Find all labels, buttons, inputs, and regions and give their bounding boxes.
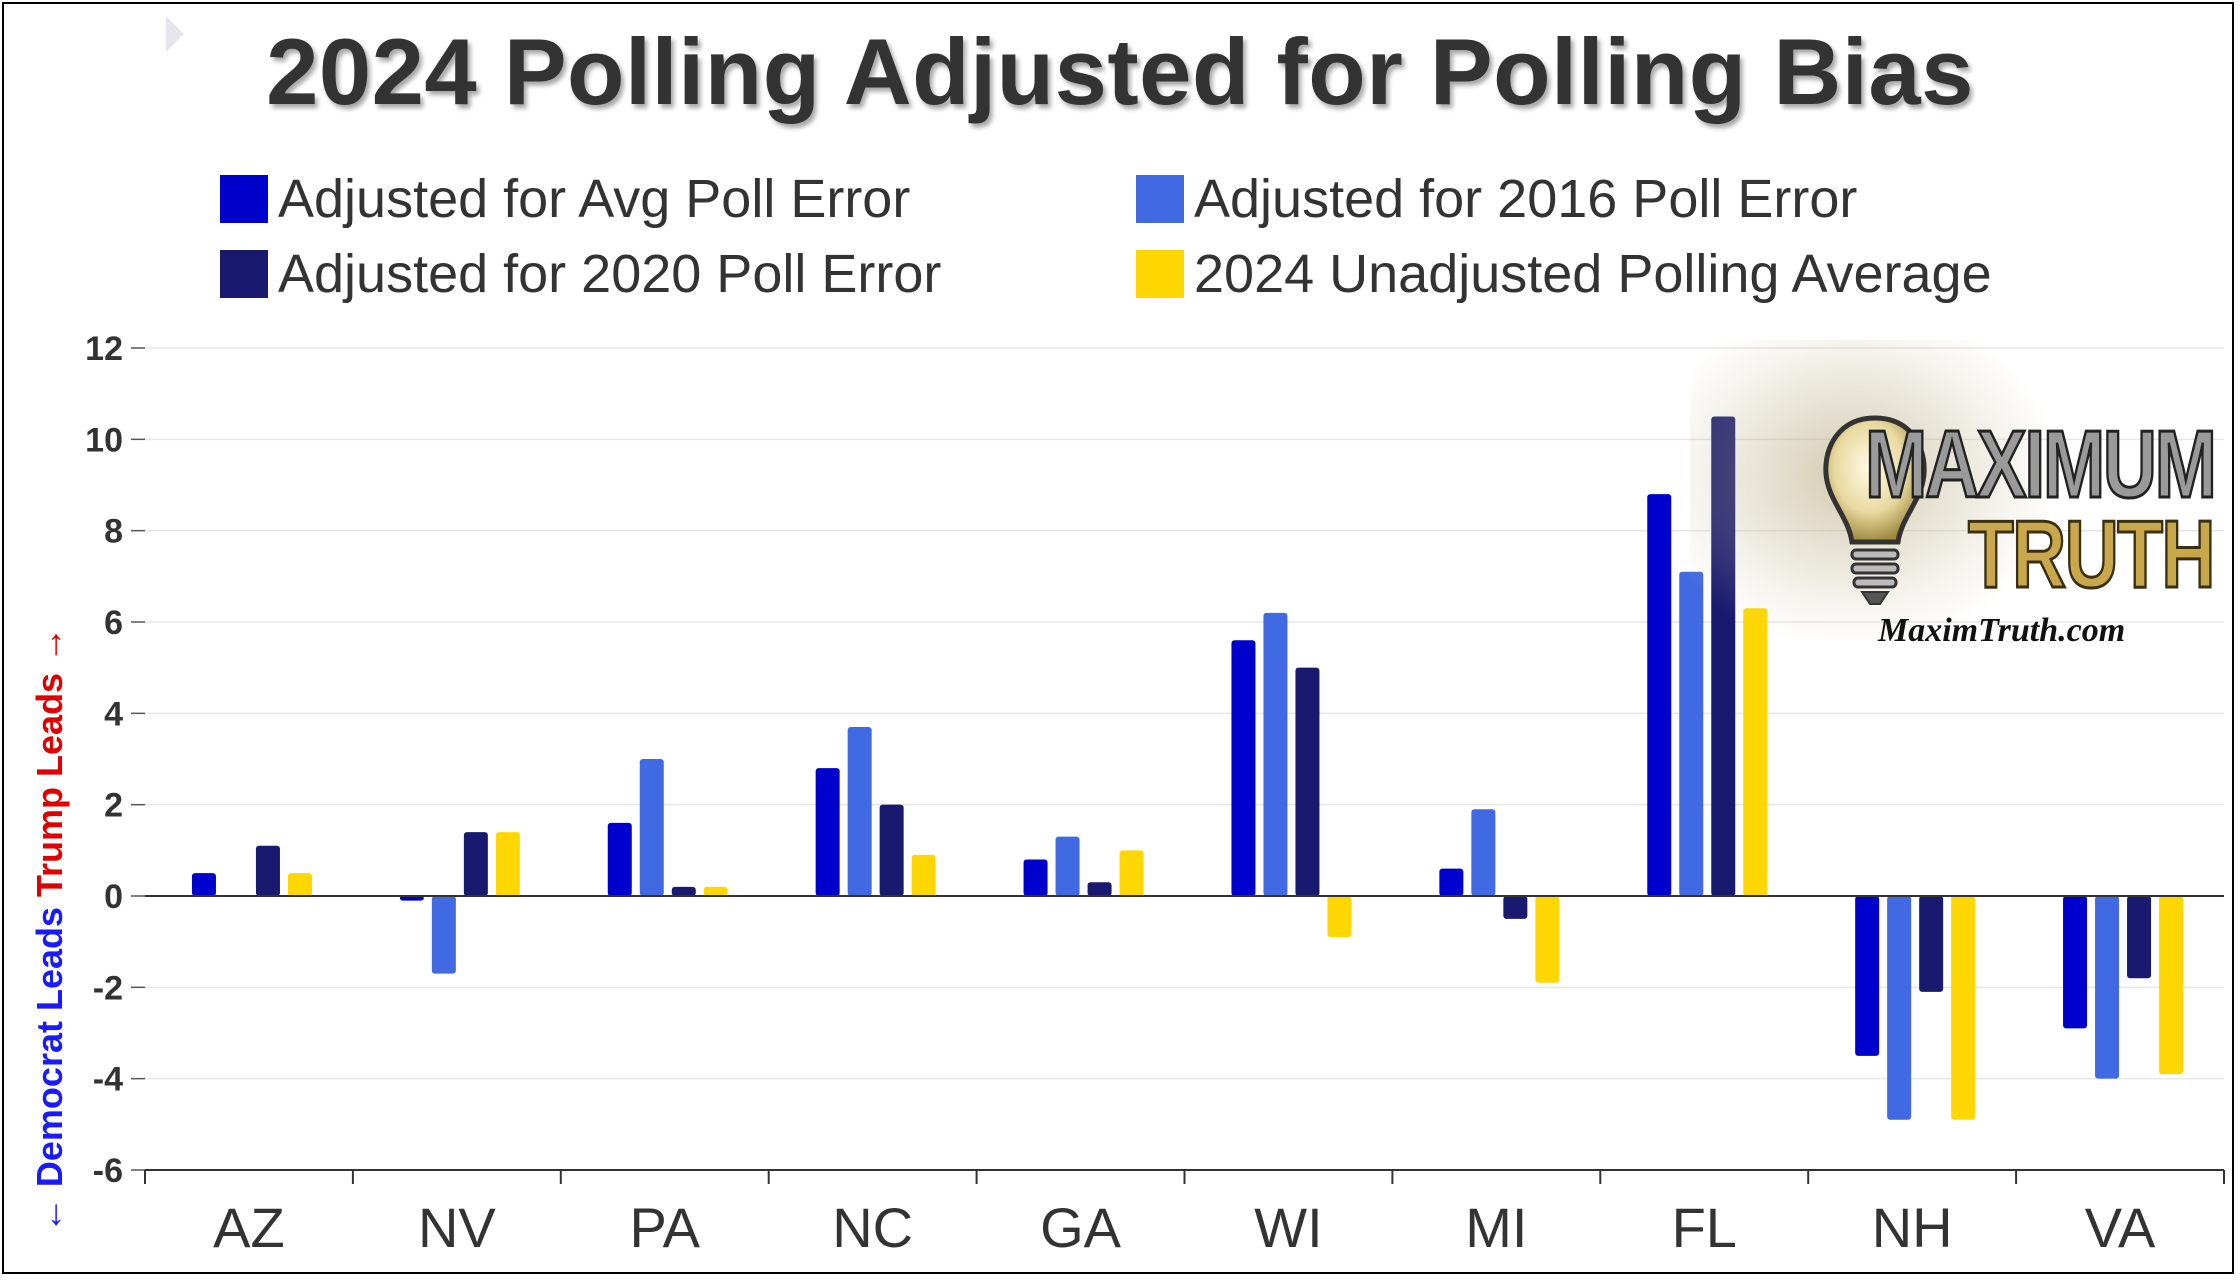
- bar: [815, 768, 840, 896]
- legend-swatch: [1136, 175, 1184, 223]
- x-tick-label: PA: [629, 1196, 700, 1259]
- x-tick-label: MI: [1465, 1196, 1527, 1259]
- legend-label: 2024 Unadjusted Polling Average: [1194, 244, 1992, 304]
- bar: [671, 886, 696, 896]
- bar: [1055, 836, 1080, 896]
- y-tick-label: -6: [93, 1152, 123, 1190]
- bar: [399, 896, 424, 901]
- bar: [1951, 896, 1976, 1120]
- bar: [1295, 667, 1320, 896]
- chart-title: 2024 Polling Adjusted for Polling Bias: [266, 19, 1974, 124]
- y-axis-label-trump: Trump Leads →: [29, 626, 70, 897]
- x-tick-label: NH: [1872, 1196, 1953, 1259]
- x-tick-label: VA: [2085, 1196, 2156, 1259]
- legend-label: Adjusted for 2016 Poll Error: [1194, 169, 1858, 229]
- bar: [1679, 571, 1704, 896]
- bar: [255, 845, 280, 896]
- bar: [1087, 882, 1112, 896]
- y-tick-label: 6: [104, 604, 123, 642]
- x-tick-label: AZ: [213, 1196, 285, 1259]
- y-tick-label: 10: [85, 421, 123, 459]
- bar: [1471, 809, 1496, 896]
- bar: [2063, 896, 2088, 1029]
- bar: [1535, 896, 1560, 983]
- y-tick-label: 8: [104, 513, 123, 551]
- y-tick-label: 2: [104, 787, 123, 825]
- bar: [879, 804, 904, 896]
- bar: [607, 822, 632, 896]
- legend-item-2024-unadjusted: 2024 Unadjusted Polling Average: [1136, 244, 1992, 304]
- bar: [191, 873, 216, 896]
- bar: [2127, 896, 2152, 979]
- y-tick-label: 0: [104, 878, 123, 916]
- bar: [1327, 896, 1352, 938]
- y-tick-label: 12: [85, 330, 123, 368]
- bar: [1743, 608, 1768, 896]
- x-tick-label: FL: [1672, 1196, 1737, 1259]
- logo-maximum-text: MAXIMUM: [1864, 410, 2218, 520]
- bar: [1439, 868, 1464, 896]
- bar: [847, 727, 872, 896]
- expand-arrow-icon: [166, 16, 184, 52]
- maximum-truth-logo: MAXIMUM TRUTH MaximTruth.com: [1690, 340, 2220, 670]
- bar: [287, 873, 312, 896]
- bar: [1231, 640, 1256, 896]
- lightbulb-icon: [1823, 415, 1927, 605]
- bar: [2095, 896, 2120, 1079]
- bar: [1887, 896, 1912, 1120]
- y-axis-label-democrat: ← Democrat Leads: [29, 906, 70, 1234]
- legend-swatch: [1136, 250, 1184, 298]
- legend-item-avg-poll-error: Adjusted for Avg Poll Error: [220, 169, 911, 229]
- logo-url[interactable]: MaximTruth.com: [1878, 612, 2126, 649]
- legend-label: Adjusted for 2020 Poll Error: [278, 244, 942, 304]
- bar: [1263, 612, 1288, 896]
- y-axis-label: ← Democrat Leads Trump Leads →: [29, 627, 71, 1233]
- logo-truth-text: TRUTH: [1967, 500, 2217, 610]
- y-tick-label: 4: [104, 695, 123, 733]
- x-tick-label: NV: [418, 1196, 496, 1259]
- bar: [639, 759, 664, 896]
- bar: [1647, 494, 1672, 896]
- bar: [463, 832, 488, 896]
- y-tick-label: -2: [93, 969, 123, 1007]
- bar: [495, 832, 520, 896]
- bar: [2159, 896, 2184, 1075]
- x-tick-label: WI: [1254, 1196, 1322, 1259]
- legend-item-2020-poll-error: Adjusted for 2020 Poll Error: [220, 244, 942, 304]
- bar: [1119, 850, 1144, 896]
- bar: [1023, 859, 1048, 896]
- y-tick-label: -4: [93, 1061, 123, 1099]
- bar: [431, 896, 456, 974]
- legend-label: Adjusted for Avg Poll Error: [278, 169, 911, 229]
- legend-item-2016-poll-error: Adjusted for 2016 Poll Error: [1136, 169, 1858, 229]
- bar: [703, 886, 728, 896]
- bar: [911, 854, 936, 896]
- x-tick-label: GA: [1040, 1196, 1122, 1259]
- x-tick-label: NC: [832, 1196, 913, 1259]
- bar: [1855, 896, 1880, 1056]
- legend-swatch: [220, 175, 268, 223]
- bar: [1503, 896, 1528, 919]
- bar: [1919, 896, 1944, 992]
- legend-swatch: [220, 250, 268, 298]
